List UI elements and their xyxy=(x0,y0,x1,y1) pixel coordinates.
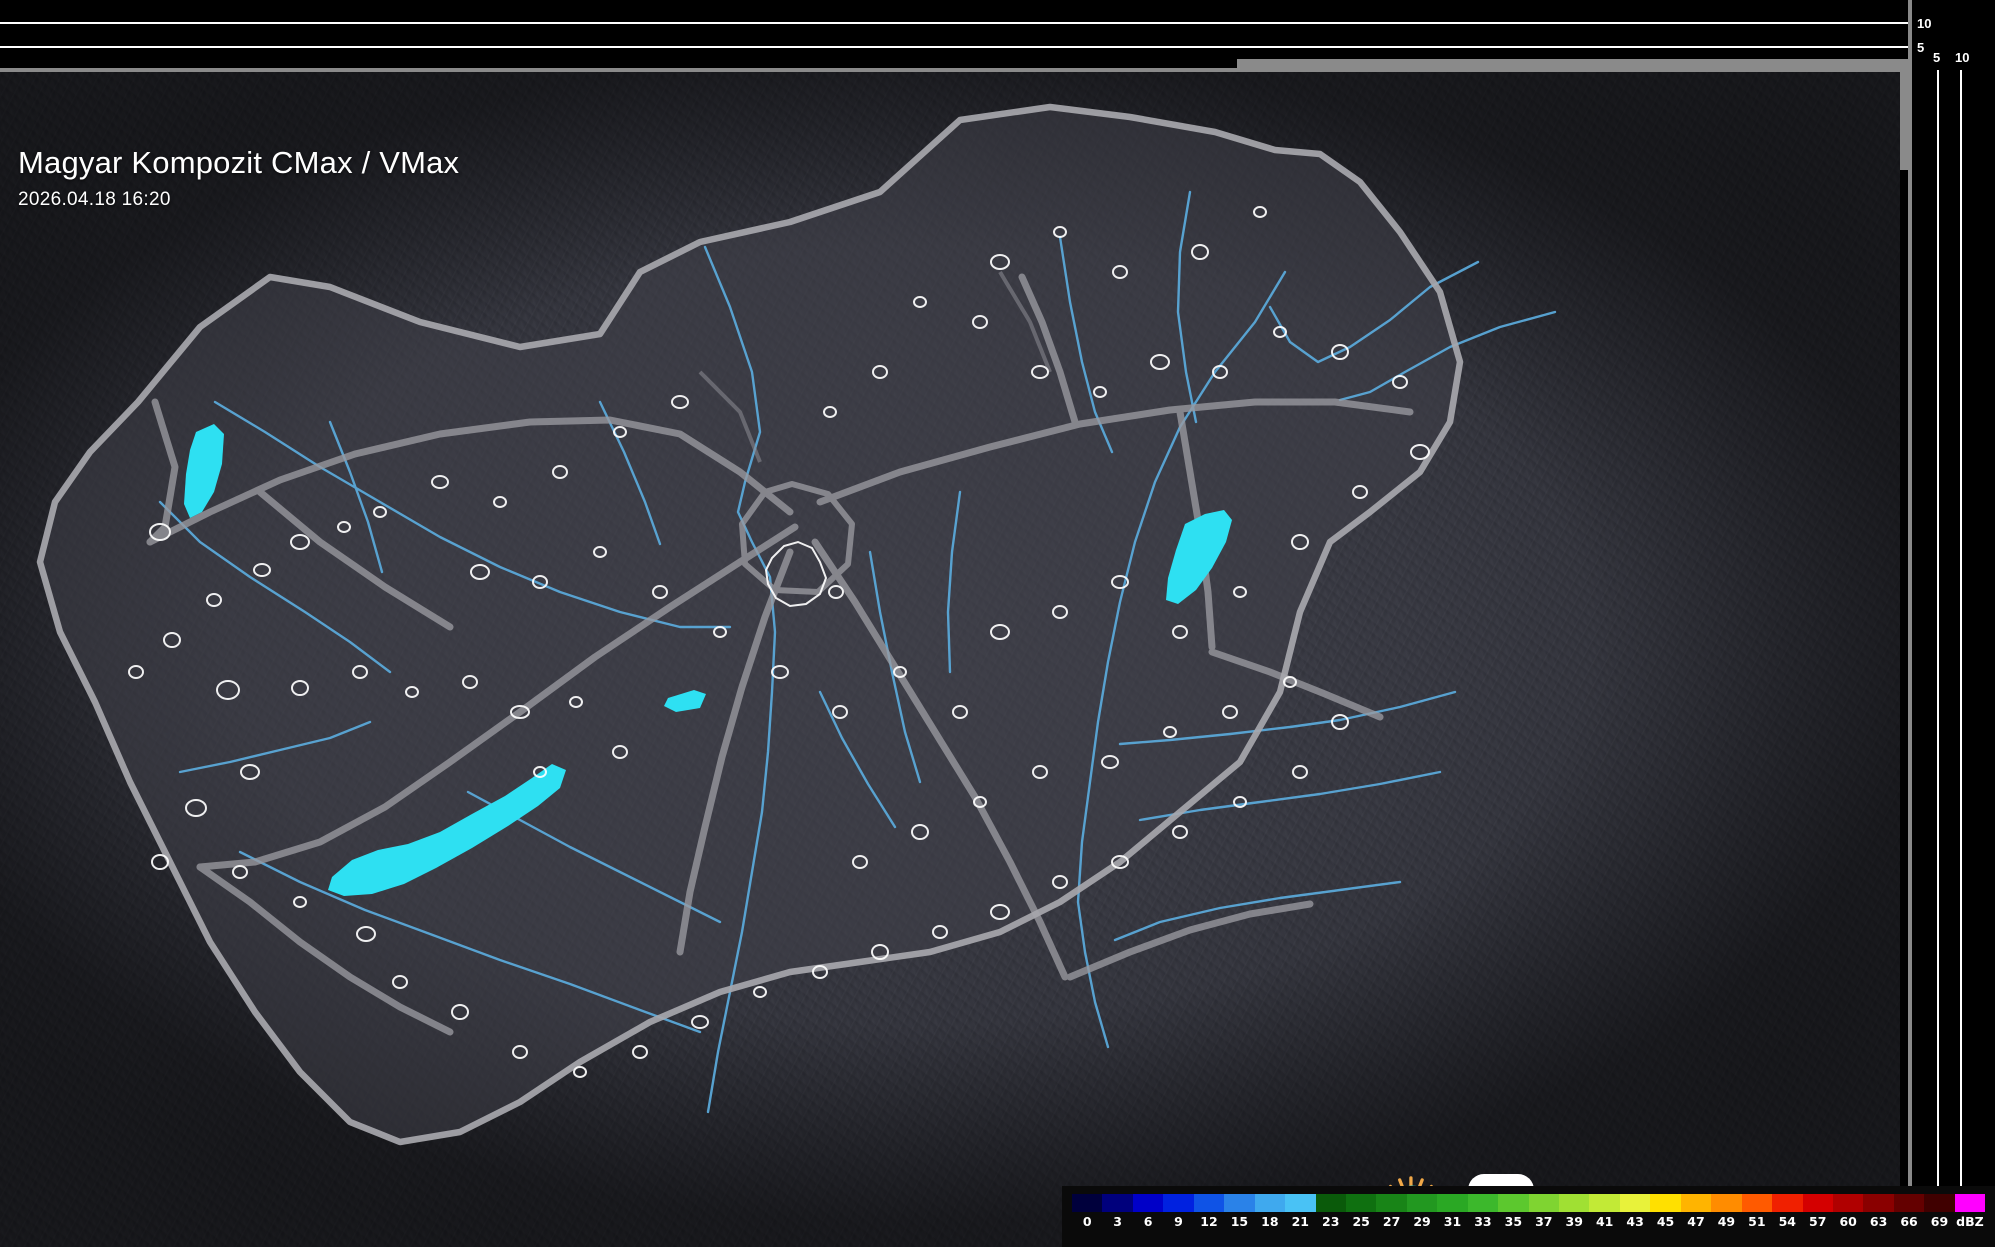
colorbar-swatch-8 xyxy=(1315,1194,1346,1212)
colorbar-tick-35: 35 xyxy=(1504,1214,1523,1229)
colorbar-tick-45: 45 xyxy=(1656,1214,1675,1229)
colorbar-tick-69: 69 xyxy=(1930,1214,1949,1229)
colorbar-swatch-0 xyxy=(1072,1194,1103,1212)
colorbar-swatch-24 xyxy=(1802,1194,1833,1212)
colorbar-tick-47: 47 xyxy=(1687,1214,1705,1229)
colorbar-swatch-17 xyxy=(1589,1194,1620,1212)
vertical-scroll-thumb[interactable] xyxy=(1900,72,1908,170)
colorbar-tick-15: 15 xyxy=(1230,1214,1249,1229)
radar-map-canvas[interactable]: Magyar Kompozit CMax / VMax 2026.04.18 1… xyxy=(0,72,1900,1247)
colorbar-swatch-15 xyxy=(1528,1194,1559,1212)
colorbar-tick-57: 57 xyxy=(1809,1214,1827,1229)
axis-tick-10: 10 xyxy=(1917,16,1932,31)
colorbar-swatch-27 xyxy=(1893,1194,1925,1212)
colorbar-swatch-10 xyxy=(1376,1194,1407,1212)
horizontal-divider-rail xyxy=(0,68,1912,72)
colorbar-tick-29: 29 xyxy=(1413,1214,1431,1229)
colorbar-tick-23: 23 xyxy=(1322,1214,1340,1229)
colorbar-tick-12: 12 xyxy=(1200,1214,1218,1229)
gridline-10km xyxy=(0,22,1908,24)
colorbar-swatch-25 xyxy=(1832,1194,1864,1212)
colorbar-swatch-16 xyxy=(1559,1194,1590,1212)
colorbar-swatch-23 xyxy=(1772,1194,1803,1212)
colorbar-swatch-1 xyxy=(1102,1194,1133,1212)
colorbar-swatch-28 xyxy=(1924,1194,1955,1212)
cross-section-right-axis-labels: 5 10 xyxy=(1912,51,1995,69)
colorbar-swatch-9 xyxy=(1345,1194,1377,1212)
colorbar-tick-60: 60 xyxy=(1839,1214,1857,1229)
colorbar-tick-39: 39 xyxy=(1565,1214,1583,1229)
colorbar-tick-27: 27 xyxy=(1382,1214,1401,1229)
axis-tick-5: 5 xyxy=(1917,40,1925,55)
colorbar-swatch-12 xyxy=(1437,1194,1468,1212)
colorbar-unit-label: dBZ xyxy=(1956,1214,1984,1229)
colorbar-swatch-4 xyxy=(1193,1194,1225,1212)
colorbar-tick-25: 25 xyxy=(1352,1214,1370,1229)
colorbar-swatch-13 xyxy=(1467,1194,1499,1212)
colorbar-swatch-29 xyxy=(1954,1194,1986,1212)
colorbar-swatch-21 xyxy=(1711,1194,1742,1212)
colorbar-tick-37: 37 xyxy=(1535,1214,1553,1229)
colorbar-tick-43: 43 xyxy=(1626,1214,1644,1229)
colorbar-swatches xyxy=(1072,1194,1986,1212)
lakes-layer xyxy=(184,424,1232,896)
country-border xyxy=(36,103,1464,1146)
colorbar-tick-21: 21 xyxy=(1291,1214,1309,1229)
lake-balaton xyxy=(328,764,566,896)
cross-section-top-selection-bar[interactable] xyxy=(1237,59,1909,68)
colorbar-tick-66: 66 xyxy=(1900,1214,1918,1229)
gridline-5km-vertical xyxy=(1937,70,1939,1247)
colorbar-swatch-20 xyxy=(1680,1194,1712,1212)
lake-velencei xyxy=(664,690,706,712)
colorbar-swatch-5 xyxy=(1224,1194,1255,1212)
colorbar-swatch-22 xyxy=(1741,1194,1773,1212)
vertical-divider-rail xyxy=(1908,0,1912,1247)
colorbar-tick-41: 41 xyxy=(1595,1214,1614,1229)
colorbar-tick-54: 54 xyxy=(1778,1214,1796,1229)
gridline-10km-vertical xyxy=(1960,70,1962,1247)
settlement-outlines-layer xyxy=(128,206,1430,1078)
colorbar-tick-9: 9 xyxy=(1174,1214,1183,1229)
colorbar-swatch-11 xyxy=(1406,1194,1438,1212)
colorbar-tick-51: 51 xyxy=(1748,1214,1766,1229)
colorbar-tick-31: 31 xyxy=(1443,1214,1462,1229)
cross-section-top-axis-labels: 10 5 xyxy=(1912,0,1995,68)
colorbar-swatch-6 xyxy=(1254,1194,1286,1212)
colorbar-tick-49: 49 xyxy=(1717,1214,1736,1229)
colorbar-swatch-26 xyxy=(1863,1194,1894,1212)
map-vector-layers xyxy=(36,103,1557,1146)
colorbar-tick-6: 6 xyxy=(1143,1214,1153,1229)
secondary-roads-layer xyxy=(698,270,1052,463)
motorways-layer xyxy=(146,273,1414,1036)
gridline-5km xyxy=(0,46,1908,48)
colorbar-swatch-7 xyxy=(1285,1194,1316,1212)
axis-tick-10-right: 10 xyxy=(1955,50,1970,65)
colorbar-tick-63: 63 xyxy=(1869,1214,1888,1229)
colorbar-swatch-2 xyxy=(1132,1194,1164,1212)
colorbar-tick-0: 0 xyxy=(1082,1214,1092,1229)
colorbar-swatch-14 xyxy=(1498,1194,1529,1212)
colorbar-tick-labels: 0 3 6 9 12 15 18 21 23 25 27 29 31 33 35 37 39 41 43 45 47 49… xyxy=(1072,1214,1985,1229)
colorbar-swatch-18 xyxy=(1619,1194,1651,1212)
colorbar-tick-33: 33 xyxy=(1474,1214,1492,1229)
dbz-colorbar[interactable]: 0 3 6 9 12 15 18 21 23 25 27 29 31 33 35 37 39 41 43 45 47 49… xyxy=(1062,1186,1995,1247)
cross-section-right-panel[interactable] xyxy=(1912,70,1995,1247)
lake-tisza xyxy=(1166,510,1232,604)
axis-tick-5-right: 5 xyxy=(1933,50,1941,65)
colorbar-swatch-3 xyxy=(1163,1194,1194,1212)
lake-ferto xyxy=(184,424,224,518)
cross-section-top-panel[interactable] xyxy=(0,0,1909,68)
colorbar-tick-18: 18 xyxy=(1261,1214,1279,1229)
colorbar-swatch-19 xyxy=(1650,1194,1681,1212)
colorbar-tick-3: 3 xyxy=(1113,1214,1122,1229)
